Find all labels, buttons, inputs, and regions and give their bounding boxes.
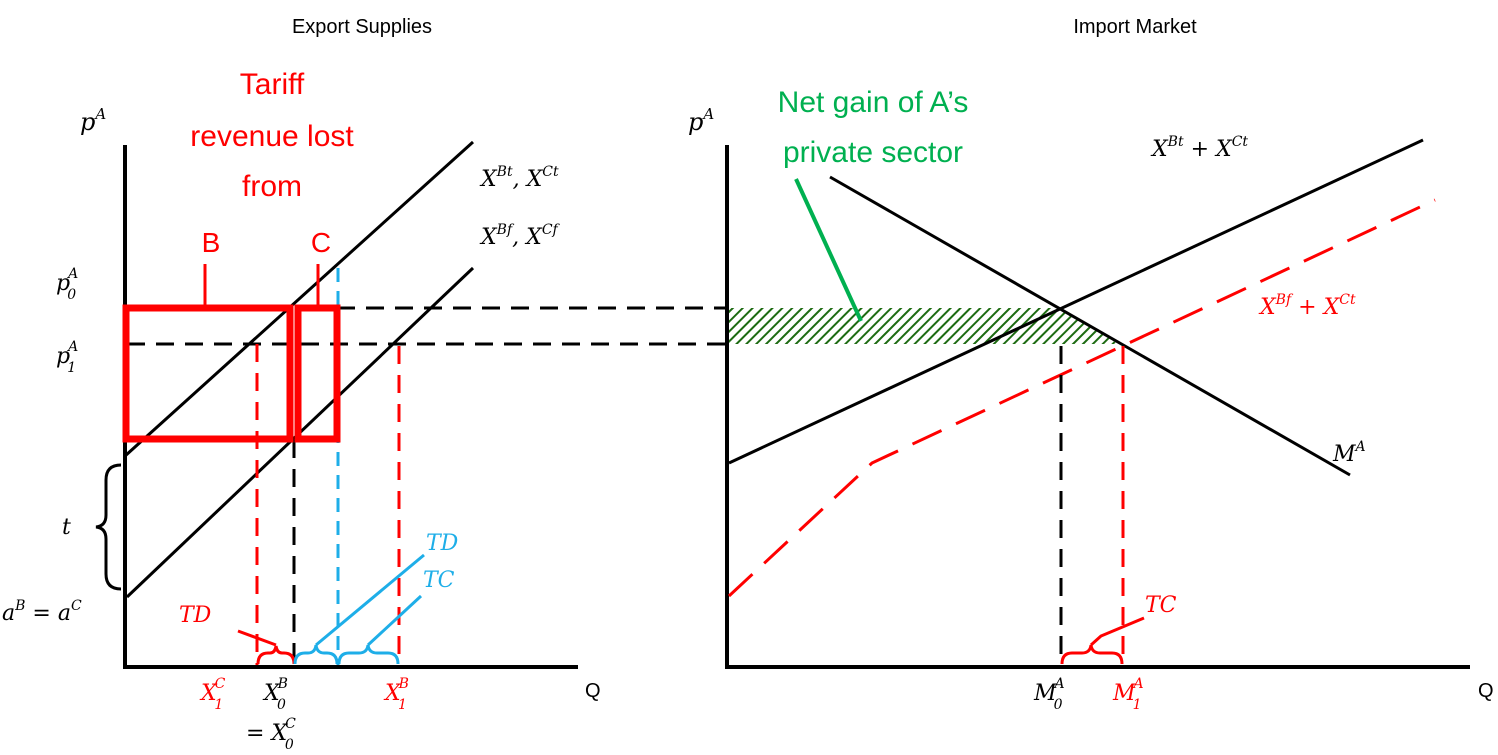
left-y-axis-label: pA [80,105,106,136]
tc-red-pointer [1091,618,1144,645]
net-gain-area [729,308,1118,344]
tc-red-label: TC [1145,593,1177,618]
supply-tariff-total-label: XBt + XCt [1150,134,1248,162]
svg-text:Tariff: Tariff [240,68,305,101]
td-red-brace [258,646,294,664]
intercept-label: aB = aC [2,598,82,626]
right-panel-title: Import Market [1073,16,1197,38]
supply-free-total-label: XBf + XCt [1258,292,1356,320]
svg-text:private sector: private sector [783,136,963,169]
td-blue-brace [295,645,337,664]
left-panel-title: Export Supplies [292,16,432,38]
p0-label: pA 0 [56,266,78,303]
supply-tariff-label: XBt, XCt [479,164,559,192]
x0c-label: = XC 0 [246,716,296,753]
import-demand-label: MA [1332,439,1366,467]
right-y-axis-label: pA [688,105,714,136]
tariff-label: t [62,515,71,540]
box-c-label: C [311,227,331,258]
tariff-brace [96,465,121,589]
left-x-axis-label: Q [585,680,601,702]
m0-label: MA 0 [1033,676,1065,713]
box-b-label: B [202,227,221,258]
svg-text:from: from [242,170,302,203]
tc-red-brace [1062,645,1122,664]
p1-label: pA 1 [56,339,78,376]
net-gain-pointer [796,179,861,321]
tc-blue-label: TC [423,568,455,593]
tc-blue-pointer [368,596,421,645]
net-gain-label: Net gain of A’s private sector [778,86,969,169]
x1c-label: XC 1 [199,676,226,713]
td-blue-label: TD [426,531,459,556]
supply-free-label: XBf, XCf [479,222,561,250]
svg-text:Net gain of A’s: Net gain of A’s [778,86,969,119]
td-blue-pointer [316,555,424,645]
tariff-revenue-lost-label: Tariff revenue lost from [190,68,354,203]
tc-blue-brace [339,645,398,664]
td-red-label: TD [179,603,212,628]
x1b-label: XB 1 [383,676,409,713]
right-x-axis-label: Q [1478,680,1494,702]
m1-label: MA 1 [1112,676,1144,713]
svg-text:revenue lost: revenue lost [190,120,354,153]
tariff-box-c [298,308,337,439]
x0b-label: XB 0 [262,676,288,713]
